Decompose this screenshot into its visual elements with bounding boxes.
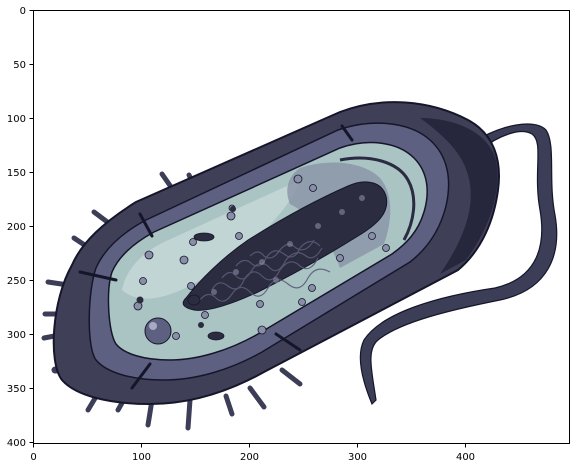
x-tick-label: 0: [30, 452, 36, 463]
y-tick-label: 350: [7, 384, 26, 395]
y-axis: 0 50 100 150 200 250 300 350 400: [7, 6, 34, 449]
x-axis: 0 100 200 300 400: [30, 443, 475, 463]
bacterium-illustration: [41, 101, 558, 431]
dark-inclusions: [136, 206, 236, 328]
y-tick-label: 50: [13, 60, 26, 71]
x-tick-label: 200: [240, 452, 259, 463]
y-tick-label: 200: [7, 222, 26, 233]
ribosomes: [133, 174, 390, 340]
y-tick-label: 150: [7, 168, 26, 179]
dna-clumps: [187, 232, 225, 341]
plasma-membrane-edge: [339, 156, 416, 241]
y-tick-label: 300: [7, 330, 26, 341]
flagellum: [359, 123, 558, 406]
x-tick-label: 100: [132, 452, 151, 463]
y-tick-label: 400: [7, 438, 26, 449]
y-tick-label: 250: [7, 276, 26, 287]
nucleoid: [182, 181, 388, 311]
y-tick-label: 0: [20, 6, 26, 17]
cell-end-cap: [420, 118, 498, 274]
wall-segments: [78, 124, 354, 390]
storage-granule: [144, 317, 172, 345]
storage-granule-highlight: [149, 322, 157, 330]
y-tick-label: 100: [7, 114, 26, 125]
x-tick-label: 400: [456, 452, 475, 463]
x-tick-label: 300: [348, 452, 367, 463]
